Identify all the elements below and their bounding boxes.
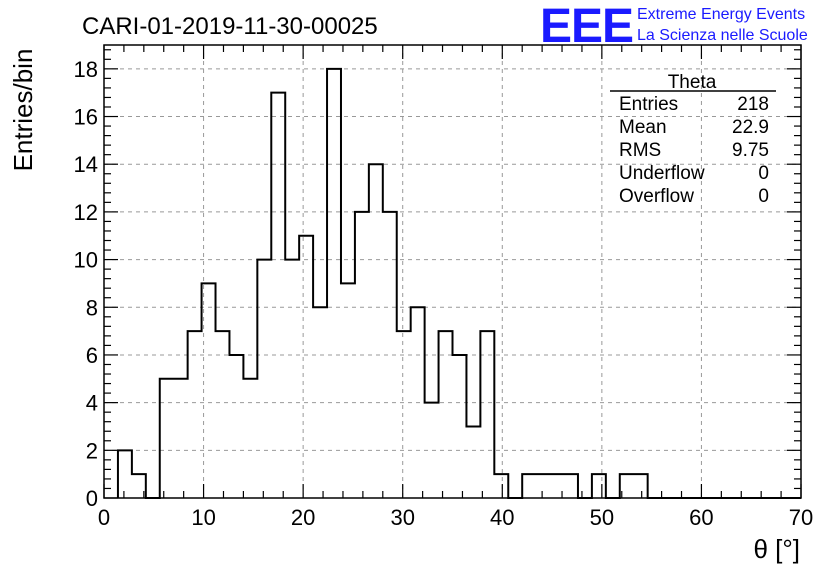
grid-lines: [104, 45, 801, 498]
histogram-bin: [592, 474, 606, 498]
histogram-bin: [369, 164, 383, 498]
histogram-bin: [564, 474, 578, 498]
histogram-bars: [116, 67, 801, 499]
histogram-bin: [480, 331, 494, 498]
stats-row-value: 0: [758, 186, 769, 207]
stats-row-value: 218: [737, 94, 769, 115]
axis-ticks: 0 10 20 30 40 50 60 70 0 2 4 6 8 10 12 14 16 18: [74, 45, 813, 530]
y-axis-label: Entries/bin: [8, 49, 38, 172]
stats-row-label: Mean: [619, 117, 667, 138]
eee-logo: EEE Extreme Energy Events La Scienza nel…: [540, 0, 808, 53]
histogram-bin: [522, 474, 536, 498]
histogram-bin: [397, 331, 411, 498]
histogram-bin: [466, 426, 480, 498]
histogram-bin: [494, 474, 508, 498]
y-tick-label: 4: [86, 391, 98, 416]
logo-mark: EEE: [540, 0, 633, 53]
y-tick-label: 10: [74, 248, 98, 273]
plot-area-border: [103, 44, 802, 499]
histogram-bin: [257, 260, 271, 498]
stats-row-value: 9.75: [732, 140, 769, 161]
y-tick-label: 16: [74, 105, 98, 130]
histogram-bin: [216, 331, 230, 498]
plot-frame: [103, 44, 802, 499]
logo-line-2: La Scienza nelle Scuole: [637, 27, 808, 44]
logo-line-1: Extreme Energy Events: [637, 6, 805, 23]
stats-title: Theta: [668, 72, 717, 93]
x-tick-label: 20: [291, 505, 315, 530]
y-tick-label: 18: [74, 57, 98, 82]
y-tick-label: 0: [86, 486, 98, 511]
stats-row-label: Underflow: [619, 163, 705, 184]
stats-row-label: RMS: [619, 140, 661, 161]
histogram-bin: [188, 331, 202, 498]
y-tick-label: 6: [86, 343, 98, 368]
histogram-bin: [229, 355, 243, 498]
x-axis-label: θ [°]: [753, 534, 800, 564]
y-tick-label: 14: [74, 152, 98, 177]
x-tick-label: 60: [689, 505, 713, 530]
histogram-bin: [285, 260, 299, 498]
histogram-bin: [536, 474, 550, 498]
histogram-bin: [453, 355, 467, 498]
histogram-bin: [160, 379, 174, 498]
histogram-bin: [327, 69, 341, 498]
histogram-bin: [271, 93, 285, 498]
stats-row-value: 0: [758, 163, 769, 184]
histogram-bin: [634, 474, 648, 498]
stats-row-label: Overflow: [619, 186, 694, 207]
histogram-outline: [116, 67, 801, 499]
x-tick-label: 0: [98, 505, 110, 530]
histogram-bin: [118, 450, 132, 498]
stats-row-label: Entries: [619, 94, 678, 115]
y-tick-label: 8: [86, 295, 98, 320]
x-tick-label: 10: [191, 505, 215, 530]
histogram-bin: [174, 379, 188, 498]
x-tick-label: 30: [390, 505, 414, 530]
histogram-bin: [341, 283, 355, 498]
x-tick-label: 40: [490, 505, 514, 530]
x-tick-label: 70: [789, 505, 813, 530]
x-tick-label: 50: [590, 505, 614, 530]
histogram-bin: [299, 236, 313, 498]
histogram-bin: [439, 331, 453, 498]
stats-rows: Entries 218 Mean 22.9 RMS 9.75 Underflow 0 Overf…: [619, 94, 769, 207]
y-tick-label: 2: [86, 438, 98, 463]
y-tick-label: 12: [74, 200, 98, 225]
chart-title: CARI-01-2019-11-30-00025: [82, 13, 378, 40]
histogram-bin: [243, 379, 257, 498]
stats-box: Theta Entries 218 Mean 22.9 RMS 9.75 Underflow…: [610, 72, 776, 207]
stats-row-value: 22.9: [732, 117, 769, 138]
